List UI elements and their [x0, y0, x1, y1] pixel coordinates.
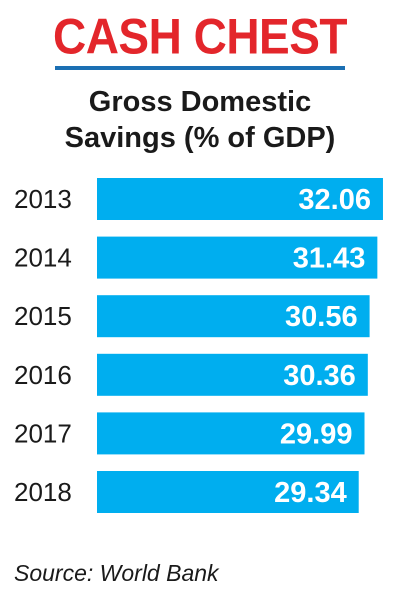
category-label: 2013: [14, 184, 72, 214]
bar-chart: 2013 32.06 2014 31.43 2015 30.56 2016 30.36 2017…: [14, 178, 383, 513]
chart-title: CASH CHEST: [52, 7, 348, 65]
bar: [97, 471, 359, 513]
subtitle-line-2: Savings (% of GDP): [64, 122, 336, 154]
category-label: 2016: [14, 360, 72, 390]
bar-value-label: 29.34: [274, 477, 347, 509]
category-label: 2014: [14, 243, 72, 273]
bar-value-label: 30.56: [285, 301, 358, 333]
bar: [97, 295, 370, 338]
chart-subtitle: Gross Domestic Savings (% of GDP): [0, 84, 400, 156]
source-note: Source: World Bank: [14, 560, 219, 586]
bar-value-label: 32.06: [298, 184, 371, 216]
bar: [97, 412, 365, 455]
category-label: 2018: [14, 477, 72, 507]
category-label: 2015: [14, 301, 72, 331]
bar-value-label: 29.99: [280, 418, 353, 450]
bar-value-label: 31.43: [293, 243, 366, 275]
title-underline: [55, 66, 345, 70]
bar-value-label: 30.36: [283, 360, 356, 392]
subtitle-line-1: Gross Domestic: [88, 86, 312, 118]
bar: [97, 178, 383, 220]
category-label: 2017: [14, 418, 72, 448]
bar: [97, 353, 368, 396]
bar: [97, 236, 378, 279]
